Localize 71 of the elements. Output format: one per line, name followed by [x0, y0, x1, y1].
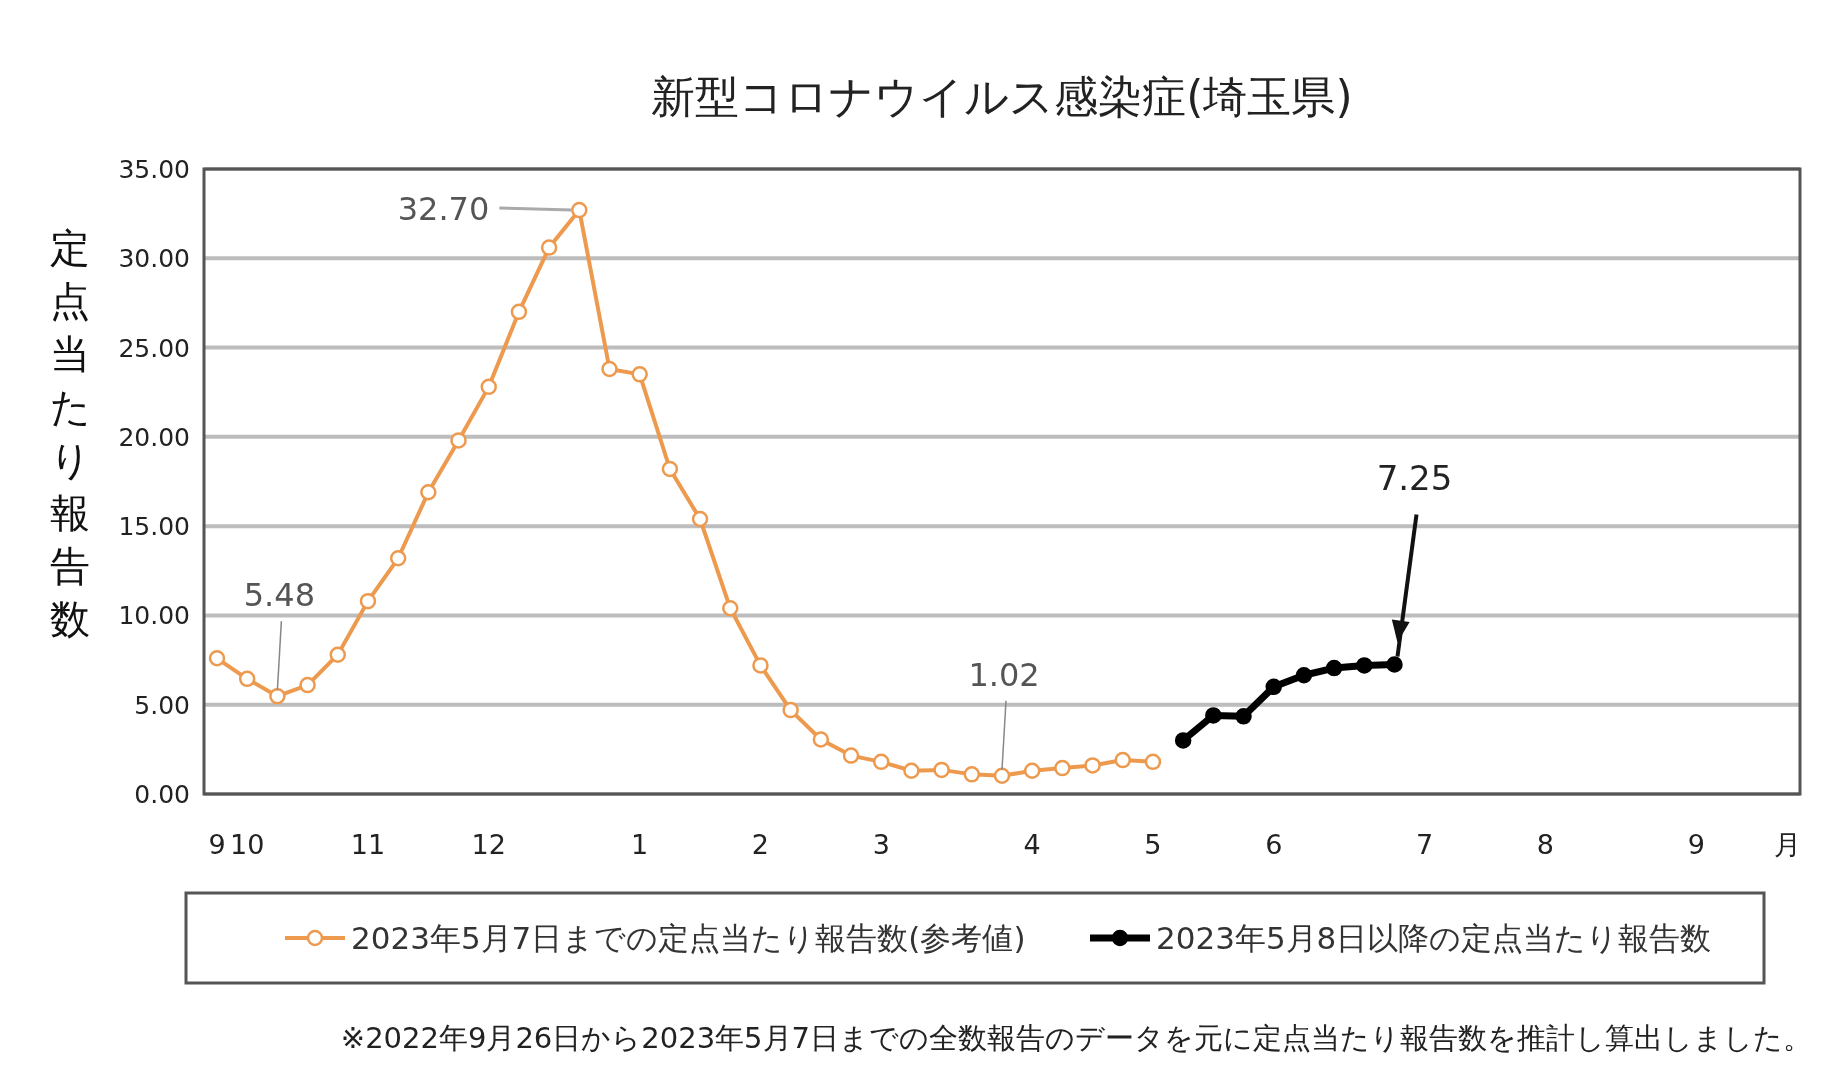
data-label: 32.70 — [397, 190, 490, 229]
x-tick-label: 10 — [230, 829, 265, 860]
chart-title: 新型コロナウイルス感染症(埼玉県) — [651, 71, 1353, 122]
point — [752, 657, 769, 674]
point — [510, 303, 528, 321]
point — [540, 239, 558, 256]
point — [238, 670, 256, 688]
point — [450, 432, 467, 449]
x-tick-label: 9 — [1687, 829, 1706, 860]
x-tick-label: 7 — [1416, 829, 1434, 860]
point — [601, 360, 618, 378]
point — [661, 460, 679, 478]
x-tick-label: 3 — [872, 829, 890, 860]
x-tick-label: 11 — [350, 829, 386, 860]
point — [842, 747, 860, 764]
data-label: 5.48 — [243, 576, 316, 615]
data-label: 1.02 — [968, 655, 1040, 694]
point — [1205, 707, 1222, 724]
point — [299, 676, 316, 694]
data-label: 7.25 — [1376, 457, 1453, 498]
x-tick-label: 12 — [471, 829, 506, 860]
legend-label: 2023年5月8日以降の定点当たり報告数 — [1156, 920, 1712, 956]
point — [1295, 667, 1313, 684]
point — [872, 753, 890, 771]
point — [1144, 753, 1162, 771]
point — [420, 483, 437, 501]
y-tick-label: 15.00 — [118, 512, 190, 542]
y-axis-title: 定点当たり報告数 — [49, 225, 91, 642]
x-tick-label: 2 — [751, 829, 770, 860]
x-tick-label: 5 — [1144, 829, 1162, 860]
point — [691, 510, 709, 528]
point — [269, 687, 286, 705]
point — [1114, 751, 1132, 769]
x-tick-label: 9 — [208, 829, 226, 860]
point — [1023, 762, 1041, 780]
point — [963, 766, 981, 783]
legend-label: 2023年5月7日までの定点当たり報告数(参考値) — [351, 920, 1026, 956]
point — [389, 550, 407, 567]
x-tick-label: 6 — [1265, 829, 1283, 860]
point — [359, 592, 377, 610]
x-tick-label: 月 — [1773, 829, 1801, 860]
text: ※2022年9月26日から2023年5月7日までの全数報告のデータを元に定点当たり報告数を推計し算出しました。 — [340, 1021, 1812, 1055]
point — [480, 378, 497, 396]
point — [1235, 708, 1252, 725]
y-tick-label: 0.00 — [134, 780, 190, 809]
point — [903, 762, 920, 780]
x-tick-label: 1 — [631, 829, 649, 860]
point — [1356, 657, 1373, 674]
point — [1174, 732, 1192, 749]
point — [1265, 678, 1282, 696]
point — [812, 731, 830, 748]
point — [571, 201, 588, 219]
y-tick-label: 35.00 — [118, 155, 190, 184]
x-tick-label: 4 — [1023, 829, 1041, 860]
point — [1325, 659, 1343, 677]
y-tick-label: 5.00 — [134, 690, 190, 720]
y-tick-label: 10.00 — [118, 601, 190, 631]
point — [933, 761, 950, 779]
y-tick-label: 30.00 — [118, 244, 190, 274]
point — [329, 646, 347, 663]
point — [631, 366, 648, 383]
point — [722, 600, 739, 617]
point — [208, 650, 226, 667]
point — [1386, 656, 1403, 673]
point — [782, 701, 799, 719]
point — [1054, 759, 1071, 777]
y-tick-label: 25.00 — [118, 333, 190, 363]
x-tick-label: 8 — [1536, 829, 1555, 860]
point — [993, 767, 1011, 785]
point — [1084, 757, 1101, 774]
y-tick-label: 20.00 — [118, 422, 190, 452]
